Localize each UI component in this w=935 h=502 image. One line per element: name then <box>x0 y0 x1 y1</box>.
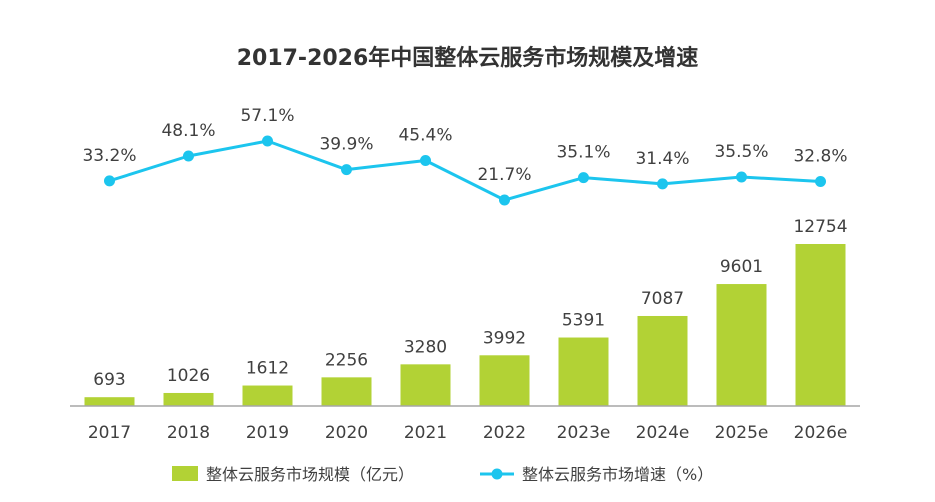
growth-point-2021 <box>420 155 431 166</box>
bar-value-label-2025e: 9601 <box>720 257 763 277</box>
x-tick-2020: 2020 <box>325 423 368 443</box>
bar-value-label-2017: 693 <box>93 370 125 390</box>
bar-value-label-2020: 2256 <box>325 350 368 370</box>
bar-value-label-2026e: 12754 <box>793 217 847 237</box>
x-tick-2024e: 2024e <box>636 423 690 443</box>
x-tick-2017: 2017 <box>88 423 131 443</box>
growth-point-2017 <box>104 175 115 187</box>
x-tick-2019: 2019 <box>246 423 289 443</box>
legend: 整体云服务市场规模（亿元） 整体云服务市场增速（%） <box>172 465 713 484</box>
growth-point-2024e <box>657 178 668 190</box>
bar-value-label-2021: 3280 <box>404 337 447 357</box>
bar-2026e <box>795 244 846 406</box>
growth-value-label-2025e: 35.5% <box>714 142 768 162</box>
bar-2023e <box>558 337 609 406</box>
growth-value-label-2023e: 35.1% <box>556 143 610 163</box>
x-tick-2023e: 2023e <box>557 423 611 443</box>
legend-bar-label: 整体云服务市场规模（亿元） <box>206 465 414 484</box>
growth-value-label-2020: 39.9% <box>319 135 373 155</box>
bar-2018 <box>163 392 214 406</box>
growth-point-2025e <box>736 171 747 183</box>
x-tick-2022: 2022 <box>483 423 526 443</box>
growth-value-label-2019: 57.1% <box>240 106 294 126</box>
legend-line-marker <box>491 468 503 480</box>
bar-2025e <box>716 284 767 406</box>
x-tick-2018: 2018 <box>167 423 210 443</box>
growth-point-2023e <box>578 172 589 184</box>
legend-bar-swatch <box>172 466 198 481</box>
bar-value-label-2022: 3992 <box>483 328 526 348</box>
bars-layer: 693 1026 1612 2256 3280 3992 5391 7087 9601 12754 <box>84 217 848 406</box>
growth-value-label-2026e: 32.8% <box>793 147 847 167</box>
growth-point-2022 <box>499 194 510 206</box>
bar-value-label-2018: 1026 <box>167 366 210 386</box>
bar-2021 <box>400 364 451 406</box>
growth-point-2018 <box>183 150 194 162</box>
growth-line <box>109 139 821 202</box>
x-tick-2021: 2021 <box>404 423 447 443</box>
growth-point-2020 <box>341 164 352 176</box>
growth-line-layer: 33.2% 48.1% 57.1% 39.9% 45.4% 21.7% 35.1% 31.4%… <box>82 106 848 206</box>
bar-value-label-2019: 1612 <box>246 359 289 379</box>
bar-value-label-2023e: 5391 <box>562 311 605 331</box>
bar-2017 <box>84 397 135 406</box>
legend-line-label: 整体云服务市场增速（%） <box>522 465 713 484</box>
growth-value-label-2018: 48.1% <box>161 121 215 141</box>
x-tick-labels: 2017 2018 2019 2020 2021 2022 2023e 2024e 2025e 2… <box>88 423 848 443</box>
growth-value-label-2024e: 31.4% <box>635 149 689 169</box>
bar-2022 <box>479 355 530 406</box>
bar-2024e <box>637 315 688 406</box>
x-tick-2025e: 2025e <box>715 423 769 443</box>
growth-value-label-2017: 33.2% <box>82 146 136 166</box>
bar-value-label-2024e: 7087 <box>641 289 684 309</box>
growth-value-label-2022: 21.7% <box>477 165 531 185</box>
bar-2020 <box>321 377 372 406</box>
chart-title: 2017-2026年中国整体云服务市场规模及增速 <box>236 46 699 71</box>
growth-value-label-2021: 45.4% <box>398 126 452 146</box>
bar-2019 <box>242 385 293 406</box>
x-tick-2026e: 2026e <box>794 423 848 443</box>
growth-point-2019 <box>262 135 273 147</box>
growth-point-2026e <box>815 176 826 187</box>
